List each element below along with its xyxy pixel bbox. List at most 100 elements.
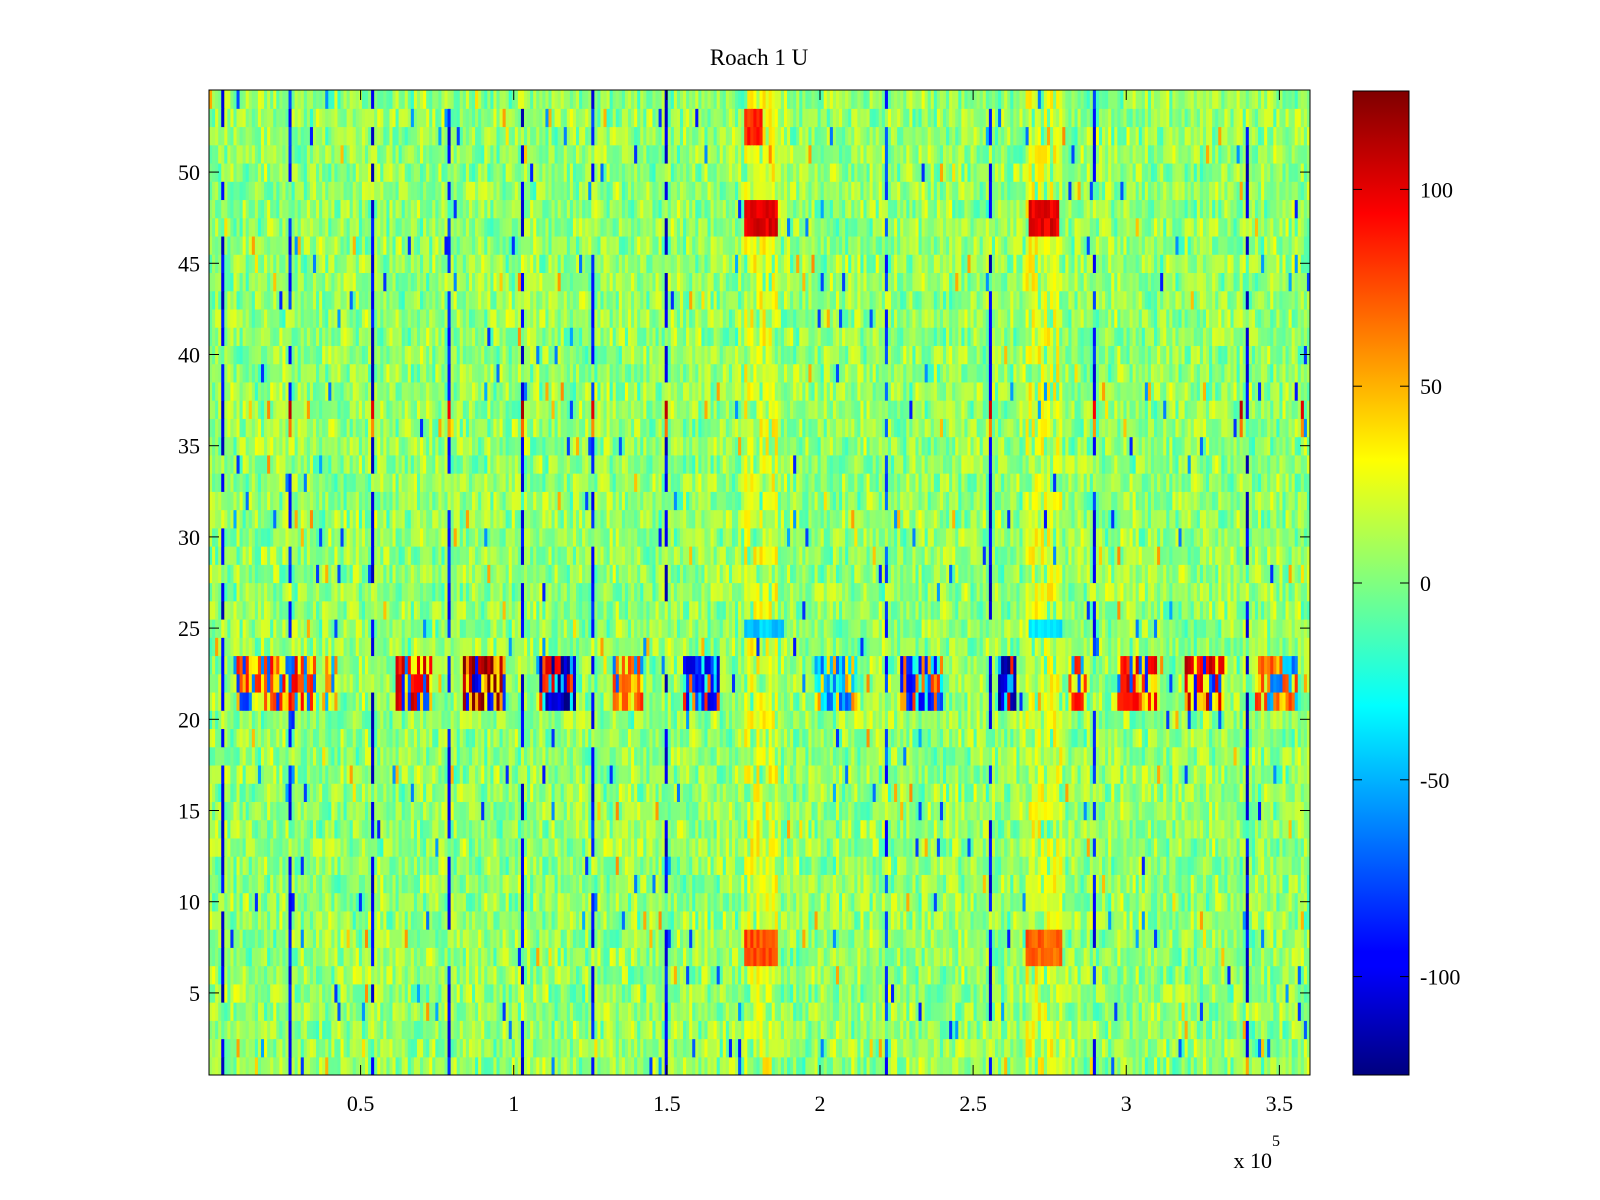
heatmap-cell bbox=[655, 1038, 660, 1058]
heatmap-cell bbox=[1273, 892, 1277, 912]
heatmap-cell bbox=[719, 1020, 724, 1040]
heatmap-cell bbox=[1108, 947, 1112, 967]
heatmap-cell bbox=[560, 1002, 565, 1021]
heatmap-cell bbox=[1221, 929, 1225, 948]
heatmap-cell bbox=[413, 856, 418, 875]
heatmap-cell bbox=[829, 892, 834, 912]
heatmap-cell bbox=[970, 929, 975, 948]
heatmap-cell bbox=[848, 965, 852, 985]
heatmap-cell bbox=[624, 1038, 629, 1058]
heatmap-cell bbox=[603, 929, 608, 948]
heatmap-cell bbox=[478, 1002, 482, 1021]
heatmap-cell bbox=[1221, 1056, 1225, 1075]
heatmap-cell bbox=[768, 1020, 773, 1040]
heatmap-cell bbox=[1285, 983, 1290, 1003]
heatmap-cell bbox=[1233, 1056, 1238, 1075]
heatmap-cell bbox=[569, 1002, 574, 1021]
heatmap-cell bbox=[1236, 983, 1241, 1003]
heatmap-cell bbox=[891, 1038, 895, 1058]
heatmap-cell bbox=[545, 1002, 550, 1021]
heatmap-cell bbox=[316, 965, 320, 985]
heatmap-cell bbox=[643, 892, 647, 912]
heatmap-cell bbox=[496, 910, 501, 930]
heatmap-cell bbox=[576, 910, 580, 930]
heatmap-cell bbox=[257, 947, 262, 967]
heatmap-cell bbox=[676, 1038, 681, 1058]
heatmap-cell bbox=[924, 965, 929, 985]
heatmap-cell bbox=[799, 1020, 803, 1040]
heatmap-cell bbox=[933, 910, 938, 930]
heatmap-cell bbox=[560, 910, 565, 930]
heatmap-cell bbox=[270, 965, 274, 985]
heatmap-cell bbox=[1163, 910, 1167, 930]
heatmap-cell bbox=[524, 874, 528, 894]
heatmap-cell bbox=[735, 874, 739, 894]
heatmap-cell bbox=[1306, 1002, 1310, 1021]
heatmap-cell bbox=[768, 874, 773, 894]
heatmap-cell bbox=[300, 892, 305, 912]
heatmap-cell bbox=[609, 856, 614, 875]
heatmap-cell bbox=[1267, 947, 1271, 967]
heatmap-cell bbox=[887, 874, 892, 894]
heatmap-cell bbox=[484, 910, 488, 930]
heatmap-cell bbox=[1117, 1056, 1121, 1075]
heatmap-cell bbox=[1095, 1038, 1100, 1058]
heatmap-cell bbox=[380, 892, 384, 912]
heatmap-cell bbox=[1034, 1002, 1039, 1021]
heatmap-cell bbox=[973, 929, 978, 948]
heatmap-cell bbox=[282, 874, 287, 894]
heatmap-cell bbox=[655, 1002, 660, 1021]
heatmap-cell bbox=[1135, 983, 1140, 1003]
heatmap-cell bbox=[979, 910, 984, 930]
heatmap-cell bbox=[1120, 965, 1125, 985]
heatmap-cell bbox=[444, 965, 449, 985]
heatmap-cell bbox=[741, 929, 745, 948]
heatmap-cell bbox=[215, 910, 219, 930]
heatmap-cell bbox=[383, 947, 387, 967]
heatmap-cell bbox=[481, 947, 485, 967]
heatmap-cell bbox=[551, 856, 556, 875]
heatmap-cell bbox=[1092, 1038, 1097, 1058]
heatmap-cell bbox=[780, 910, 785, 930]
heatmap-cell bbox=[735, 965, 739, 985]
heatmap-cell bbox=[1123, 1020, 1128, 1040]
heatmap-cell bbox=[600, 947, 605, 967]
heatmap-cell bbox=[260, 983, 265, 1003]
heatmap-cell bbox=[340, 910, 345, 930]
heatmap-cell bbox=[618, 856, 623, 875]
heatmap-cell bbox=[502, 874, 507, 894]
heatmap-cell bbox=[863, 983, 868, 1003]
heatmap-cell bbox=[1050, 929, 1054, 948]
heatmap-cell bbox=[1154, 965, 1158, 985]
heatmap-cell bbox=[692, 1038, 696, 1058]
heatmap-cell bbox=[1199, 1038, 1204, 1058]
heatmap-cell bbox=[1028, 1002, 1033, 1021]
heatmap-cell bbox=[808, 1056, 813, 1075]
heatmap-cell bbox=[1144, 1002, 1149, 1021]
heatmap-cell bbox=[337, 1056, 342, 1075]
heatmap-cell bbox=[499, 874, 504, 894]
heatmap-cell bbox=[793, 947, 797, 967]
heatmap-cell bbox=[392, 929, 397, 948]
heatmap-cell bbox=[1135, 1038, 1140, 1058]
heatmap-cell bbox=[805, 947, 810, 967]
heatmap-cell bbox=[429, 965, 433, 985]
heatmap-cell bbox=[1288, 1038, 1293, 1058]
heatmap-cell bbox=[1184, 947, 1189, 967]
heatmap-cell bbox=[1040, 1056, 1045, 1075]
heatmap-cell bbox=[383, 1038, 387, 1058]
heatmap-cell bbox=[695, 1056, 699, 1075]
heatmap-cell bbox=[1028, 1020, 1033, 1040]
heatmap-cell bbox=[615, 892, 620, 912]
heatmap-cell bbox=[964, 910, 969, 930]
heatmap-cell bbox=[823, 1056, 828, 1075]
heatmap-cell bbox=[230, 892, 235, 912]
heatmap-cell bbox=[612, 1020, 617, 1040]
heatmap-cell bbox=[1062, 983, 1066, 1003]
heatmap-cell bbox=[631, 983, 635, 1003]
heatmap-cell bbox=[967, 1020, 972, 1040]
heatmap-cell bbox=[1092, 874, 1097, 894]
heatmap-cell bbox=[1270, 1038, 1274, 1058]
heatmap-cell bbox=[719, 947, 724, 967]
heatmap-cell bbox=[319, 947, 323, 967]
